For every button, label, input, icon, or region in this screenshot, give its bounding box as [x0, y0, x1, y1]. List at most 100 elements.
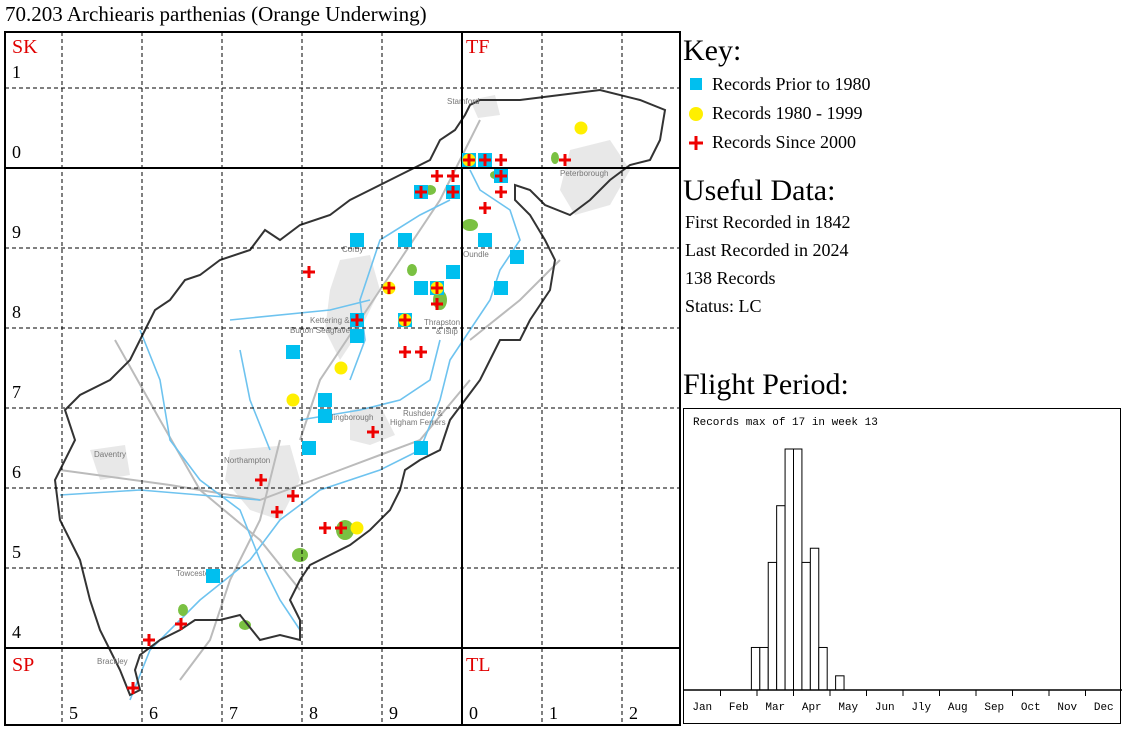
record-prior-1980	[398, 233, 412, 247]
record-markers	[127, 121, 588, 694]
town-label: Towcester	[176, 569, 212, 578]
last-recorded: Last Recorded in 2024	[685, 240, 849, 260]
flight-period-chart: Records max of 17 in week 13 Jan Feb Mar Ap…	[683, 408, 1122, 724]
grid-row-label: 8	[12, 302, 21, 322]
record-since-2000	[271, 506, 283, 518]
month-label: May	[838, 702, 858, 714]
month-label: Jan	[692, 702, 712, 714]
histogram-bar	[835, 675, 845, 691]
month-label: Oct	[1021, 702, 1041, 714]
town-labels: Stamford Peterborough Corby Oundle Kette…	[94, 97, 608, 666]
distribution-map: Stamford Peterborough Corby Oundle Kette…	[4, 31, 681, 726]
grid-row-label: 0	[12, 142, 21, 162]
record-since-2000	[399, 314, 411, 326]
page-title: 70.203 Archiearis parthenias (Orange Und…	[5, 2, 427, 26]
town-label: Rushden &	[403, 409, 443, 418]
month-label: Aug	[948, 702, 968, 714]
record-since-2000	[351, 314, 363, 326]
key-label: Records Since 2000	[712, 132, 856, 152]
record-1980-1999	[334, 361, 348, 375]
town-label: Corby	[342, 245, 363, 254]
key-title: Key:	[683, 34, 742, 67]
record-since-2000	[255, 474, 267, 486]
key-section: Key:	[683, 34, 741, 68]
histogram-bar	[750, 646, 761, 691]
first-recorded: First Recorded in 1842	[685, 212, 851, 232]
month-label: Dec	[1094, 702, 1114, 714]
grid-col-label: 8	[309, 703, 318, 723]
woodland	[178, 152, 559, 630]
town-label: Higham Ferrers	[390, 418, 446, 427]
circle-icon	[689, 107, 703, 121]
record-since-2000	[431, 282, 443, 294]
record-since-2000	[415, 346, 427, 358]
month-label: Sep	[984, 702, 1004, 714]
month-label: Jly	[911, 702, 931, 714]
record-since-2000	[143, 634, 155, 646]
record-1980-1999	[286, 393, 300, 407]
month-label: Nov	[1057, 702, 1077, 714]
histogram-bar	[801, 561, 811, 691]
record-since-2000	[335, 522, 347, 534]
record-1980-1999	[350, 521, 364, 535]
grid-square-label: TL	[466, 654, 491, 676]
town-label: Brackley	[97, 657, 128, 666]
record-prior-1980	[302, 441, 316, 455]
histogram-bar	[793, 448, 803, 691]
record-since-2000	[495, 154, 507, 166]
town-label: Kettering &	[310, 316, 350, 325]
record-1980-1999	[574, 121, 588, 135]
grid-col-label: 7	[229, 703, 238, 723]
record-prior-1980	[478, 233, 492, 247]
town-label: Thrapston	[424, 318, 460, 327]
urban-areas	[90, 95, 630, 520]
record-prior-1980	[494, 281, 508, 295]
record-since-2000	[127, 682, 139, 694]
record-since-2000	[479, 202, 491, 214]
grid-row-label: 4	[12, 622, 21, 642]
grid-row-label: 5	[12, 542, 21, 562]
useful-data-title: Useful Data:	[683, 174, 836, 207]
record-since-2000	[495, 186, 507, 198]
flight-period-title: Flight Period:	[683, 368, 849, 401]
record-since-2000	[495, 170, 507, 182]
record-since-2000	[399, 346, 411, 358]
grid-row-label: 9	[12, 222, 21, 242]
record-since-2000	[383, 282, 395, 294]
grid-square-label: SK	[12, 36, 38, 58]
record-since-2000	[319, 522, 331, 534]
map-frame	[4, 31, 681, 726]
record-since-2000	[463, 154, 475, 166]
grid-square-label: SP	[12, 654, 35, 676]
grid-col-label: 6	[149, 703, 158, 723]
rivers	[59, 169, 521, 701]
town-label: Daventry	[94, 450, 126, 459]
grid-col-label: 5	[69, 703, 78, 723]
square-icon	[690, 78, 702, 90]
town-label: Northampton	[224, 456, 270, 465]
town-label: Wellingborough	[318, 413, 373, 422]
histogram-bar	[784, 448, 794, 691]
record-prior-1980	[350, 329, 364, 343]
record-since-2000	[447, 186, 459, 198]
grid-col-label: 1	[549, 703, 558, 723]
record-prior-1980	[414, 441, 428, 455]
town-label: Peterborough	[560, 169, 608, 178]
month-label: Jun	[875, 702, 895, 714]
record-prior-1980	[414, 281, 428, 295]
town-label: Stamford	[447, 97, 479, 106]
key-label: Records Prior to 1980	[712, 74, 871, 94]
record-since-2000	[431, 170, 443, 182]
histogram: Records max of 17 in week 13 Jan Feb Mar Ap…	[684, 417, 1122, 714]
histogram-bar	[818, 646, 828, 691]
record-since-2000	[175, 618, 187, 630]
month-label: Mar	[765, 702, 785, 714]
record-since-2000	[431, 298, 443, 310]
record-prior-1980	[318, 409, 332, 423]
key-label: Records 1980 - 1999	[712, 103, 863, 123]
histogram-bar	[767, 561, 778, 691]
grid-col-label: 0	[469, 703, 478, 723]
record-since-2000	[447, 170, 459, 182]
month-label: Feb	[729, 702, 749, 714]
record-since-2000	[559, 154, 571, 166]
